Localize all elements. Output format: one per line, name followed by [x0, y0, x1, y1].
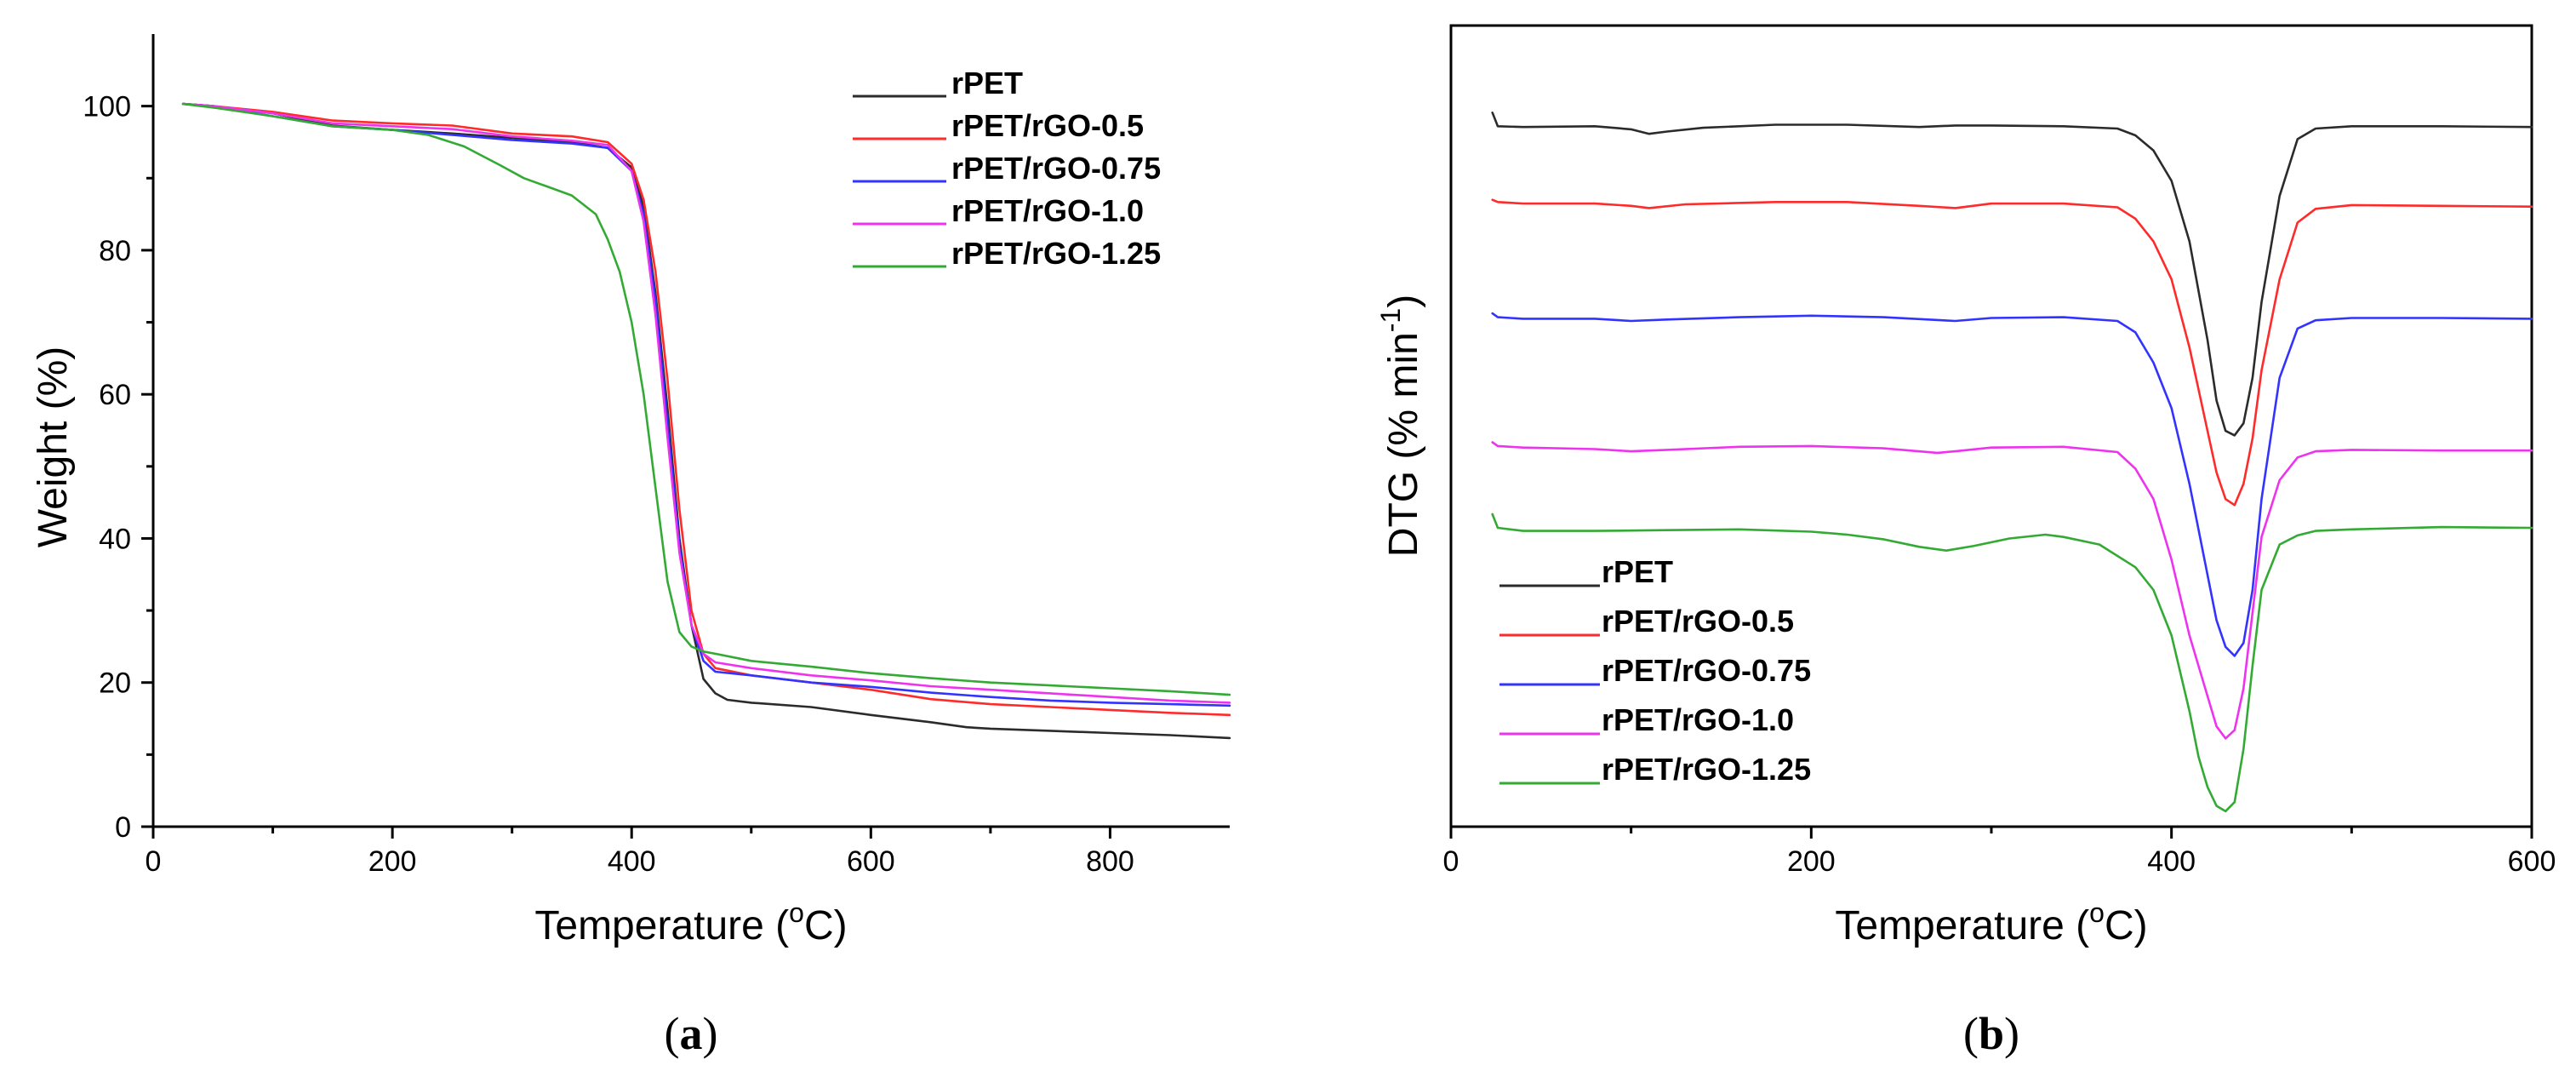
panel-a-y-axis-title: Weight (%) — [31, 346, 76, 548]
panel-b-dtg-chart: 0 200 400 600 rPET rPET/rGO-0.5 rPET/rGO-0.75… — [1375, 24, 2556, 1059]
panel-a-y-tick-label: 20 — [99, 667, 131, 700]
panel-a-series-3 — [181, 102, 1231, 704]
panel-a-x-tick-label: 600 — [847, 845, 895, 878]
panel-a-series-1 — [181, 102, 1231, 717]
panel-b-series-4 — [1491, 513, 2533, 813]
panel-a-y-tick-label: 60 — [99, 379, 131, 411]
panel-a-legend-label: rPET/rGO-1.0 — [951, 193, 1144, 228]
panel-a-x-tick-label: 800 — [1086, 845, 1134, 878]
panel-a-legend-label: rPET/rGO-0.5 — [951, 108, 1144, 143]
panel-a-y-tick-label: 40 — [99, 523, 131, 555]
panel-a-y-tick-label: 80 — [99, 235, 131, 267]
panel-b-legend-label: rPET/rGO-0.5 — [1602, 604, 1794, 639]
panel-a-weight-chart: 0 200 400 600 800 0 20 40 60 80 100 rPET rPET/rGO-0… — [31, 34, 1231, 1059]
panel-a-y-tick-label: 0 — [115, 811, 131, 844]
panel-b-x-tick-label: 200 — [1787, 845, 1836, 878]
panel-b-legend-label: rPET/rGO-1.0 — [1602, 702, 1794, 737]
panel-a-legend-label: rPET/rGO-0.75 — [951, 151, 1161, 186]
panel-a-legend-label: rPET/rGO-1.25 — [951, 236, 1161, 271]
panel-b-series-2 — [1491, 312, 2533, 657]
panel-b-x-axis-title: Temperature (oC) — [1835, 897, 2147, 948]
panel-b-legend-label: rPET/rGO-0.75 — [1602, 653, 1811, 688]
panel-a-series-4 — [181, 102, 1231, 696]
panel-a-x-tick-label: 400 — [608, 845, 656, 878]
panel-b-x-tick-label: 600 — [2508, 845, 2556, 878]
panel-b-x-tick-label: 400 — [2147, 845, 2196, 878]
panel-b-series-3 — [1491, 441, 2533, 740]
panel-a-y-tick-label: 100 — [83, 91, 131, 123]
panel-b-series-1 — [1491, 198, 2533, 507]
panel-a-label: (a) — [665, 1008, 718, 1059]
panel-a-legend-label: rPET — [951, 66, 1023, 100]
panel-b-x-tick-label: 0 — [1443, 845, 1459, 878]
panel-a-x-axis-title: Temperature (oC) — [534, 897, 847, 948]
panel-b-label: (b) — [1963, 1008, 2019, 1059]
panel-b-legend-label: rPET — [1602, 554, 1673, 589]
panel-a-x-tick-label: 200 — [368, 845, 417, 878]
panel-b-legend-label: rPET/rGO-1.25 — [1602, 752, 1811, 787]
panel-b-series-0 — [1491, 112, 2533, 437]
panel-a-x-tick-label: 0 — [146, 845, 162, 878]
panel-b-y-axis-title: DTG (% min-1) — [1375, 295, 1426, 557]
